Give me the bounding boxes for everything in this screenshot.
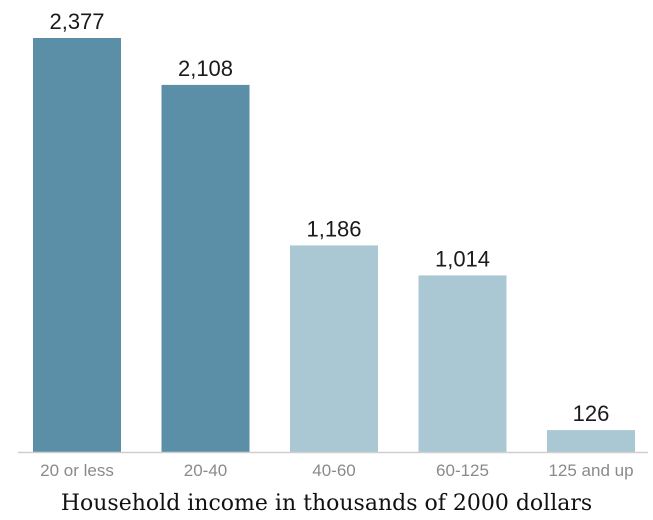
bar-4	[547, 430, 635, 452]
bar-value-label-2: 1,186	[306, 216, 361, 241]
bar-value-label-4: 126	[573, 401, 610, 426]
bar-3	[418, 275, 507, 452]
x-axis-title: Household income in thousands of 2000 do…	[61, 491, 592, 516]
x-tick-label-4: 125 and up	[548, 461, 633, 480]
bar-1	[161, 84, 250, 453]
bar-value-label-3: 1,014	[435, 246, 490, 271]
bar-value-label-1: 2,108	[178, 56, 233, 81]
x-tick-label-0: 20 or less	[40, 461, 114, 480]
bar-value-label-0: 2,377	[49, 9, 104, 34]
value-labels-layer: 2,377 2,108 1,186 1,014 126	[49, 9, 609, 426]
bars-layer	[33, 38, 635, 453]
bar-2	[290, 245, 378, 452]
x-tick-label-2: 40-60	[312, 461, 355, 480]
bar-0	[33, 38, 121, 452]
x-tick-label-1: 20-40	[184, 461, 227, 480]
x-tick-labels-layer: 20 or less 20-40 40-60 60-125 125 and up	[40, 461, 633, 480]
x-tick-label-3: 60-125	[436, 461, 489, 480]
